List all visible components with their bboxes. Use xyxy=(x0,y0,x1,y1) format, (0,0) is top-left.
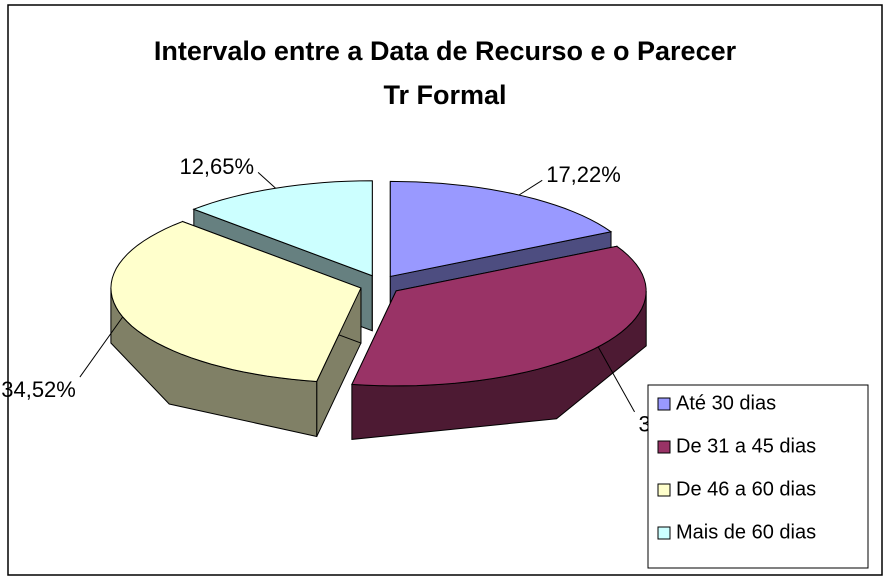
slice-top xyxy=(351,245,647,387)
slice xyxy=(351,245,647,440)
pie xyxy=(110,180,647,440)
leader-line xyxy=(257,172,276,189)
legend-label: De 31 a 45 dias xyxy=(676,435,816,457)
legend: Até 30 dias De 31 a 45 dias De 46 a 60 dia… xyxy=(647,384,869,569)
legend-label: De 46 a 60 dias xyxy=(676,478,816,500)
leader-line xyxy=(597,346,635,413)
leader-line xyxy=(518,179,543,196)
legend-swatch xyxy=(657,440,671,454)
legend-label: Mais de 60 dias xyxy=(676,521,816,543)
slice-top xyxy=(389,180,613,278)
legend-label: Até 30 dias xyxy=(676,392,776,414)
chart-title: Intervalo entre a Data de Recurso e o Pa… xyxy=(154,36,737,66)
data-label: 17,22% xyxy=(546,162,621,187)
data-label: 34,52% xyxy=(1,377,76,402)
data-label: 12,65% xyxy=(179,154,254,179)
legend-swatch xyxy=(657,397,671,411)
legend-box xyxy=(647,384,869,569)
chart-title: Tr Formal xyxy=(383,80,506,110)
legend-swatch xyxy=(657,526,671,540)
legend-swatch xyxy=(657,483,671,497)
slice-top xyxy=(192,180,373,277)
leader-line xyxy=(79,316,124,378)
